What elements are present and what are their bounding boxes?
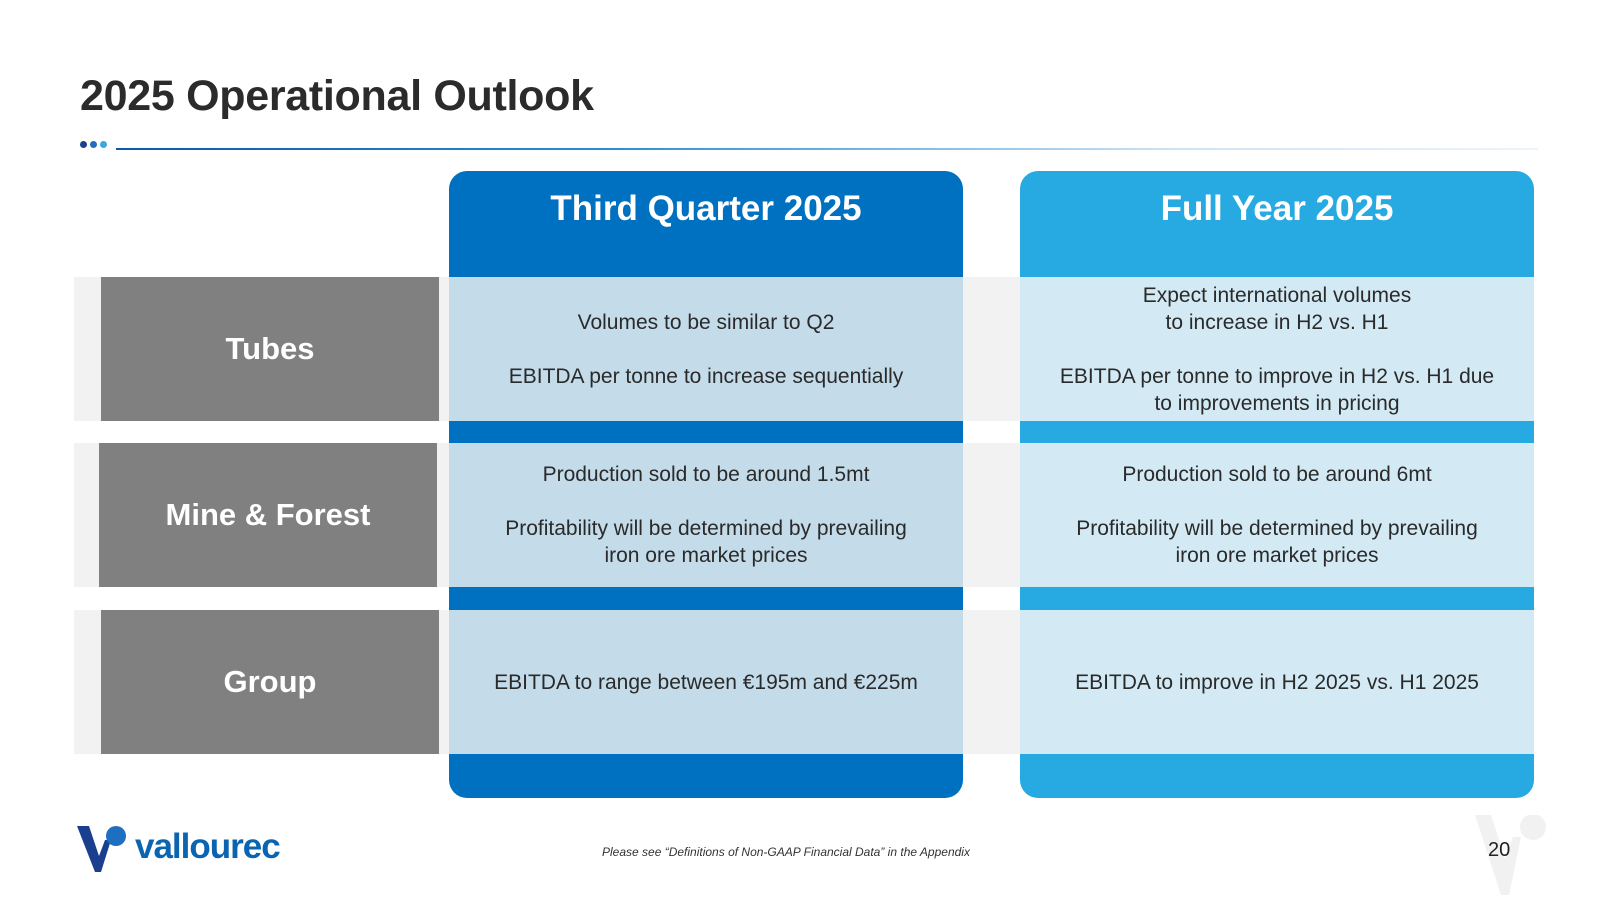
vallourec-logo: vallourec	[75, 822, 281, 872]
cell-mine-forest-q3: Production sold to be around 1.5mt Profi…	[449, 443, 963, 587]
cell-line: Profitability will be determined by prev…	[505, 517, 907, 540]
cell-line: iron ore market prices	[604, 544, 808, 567]
cell-line: Expect international volumes	[1142, 283, 1412, 307]
row-label-tubes: Tubes	[101, 277, 439, 421]
cell-line: to increase in H2 vs. H1	[1165, 310, 1389, 334]
row-label-mine-forest: Mine & Forest	[99, 443, 437, 587]
column-full-year: Full Year 2025 Expect international volu…	[1020, 171, 1534, 798]
cell-mine-forest-fy: Production sold to be around 6mt Profita…	[1020, 443, 1534, 587]
cell-line: to improvements in pricing	[1154, 391, 1400, 415]
cell-line: EBITDA per tonne to increase sequentiall…	[508, 364, 904, 388]
watermark-logo-icon	[1475, 815, 1546, 895]
column-heading-fy: Full Year 2025	[1160, 189, 1394, 228]
cell-line: Production sold to be around 1.5mt	[542, 463, 870, 486]
column-heading-q3: Third Quarter 2025	[550, 189, 862, 228]
column-third-quarter: Third Quarter 2025 Volumes to be similar…	[449, 171, 963, 798]
cell-line: Production sold to be around 6mt	[1122, 463, 1432, 486]
cell-group-fy: EBITDA to improve in H2 2025 vs. H1 2025	[1020, 610, 1534, 754]
vallourec-logo-icon	[77, 826, 126, 872]
cell-line: Profitability will be determined by prev…	[1076, 517, 1478, 540]
title-divider	[116, 148, 1538, 150]
page-title: 2025 Operational Outlook	[80, 72, 594, 120]
cell-line: EBITDA to improve in H2 2025 vs. H1 2025	[1075, 670, 1479, 694]
cell-tubes-fy: Expect international volumes to increase…	[1020, 277, 1534, 421]
page-number: 20	[1488, 839, 1511, 861]
footnote: Please see “Definitions of Non-GAAP Fina…	[602, 845, 970, 859]
row-label-group: Group	[101, 610, 439, 754]
cell-line: EBITDA per tonne to improve in H2 vs. H1…	[1059, 364, 1495, 388]
cell-group-q3: EBITDA to range between €195m and €225m	[449, 610, 963, 754]
cell-line: Volumes to be similar to Q2	[577, 310, 835, 334]
title-dots-decoration	[80, 141, 107, 148]
logo-wordmark: vallourec	[135, 827, 281, 866]
cell-line: iron ore market prices	[1175, 544, 1379, 567]
cell-line: EBITDA to range between €195m and €225m	[494, 670, 918, 694]
cell-tubes-q3: Volumes to be similar to Q2 EBITDA per t…	[449, 277, 963, 421]
